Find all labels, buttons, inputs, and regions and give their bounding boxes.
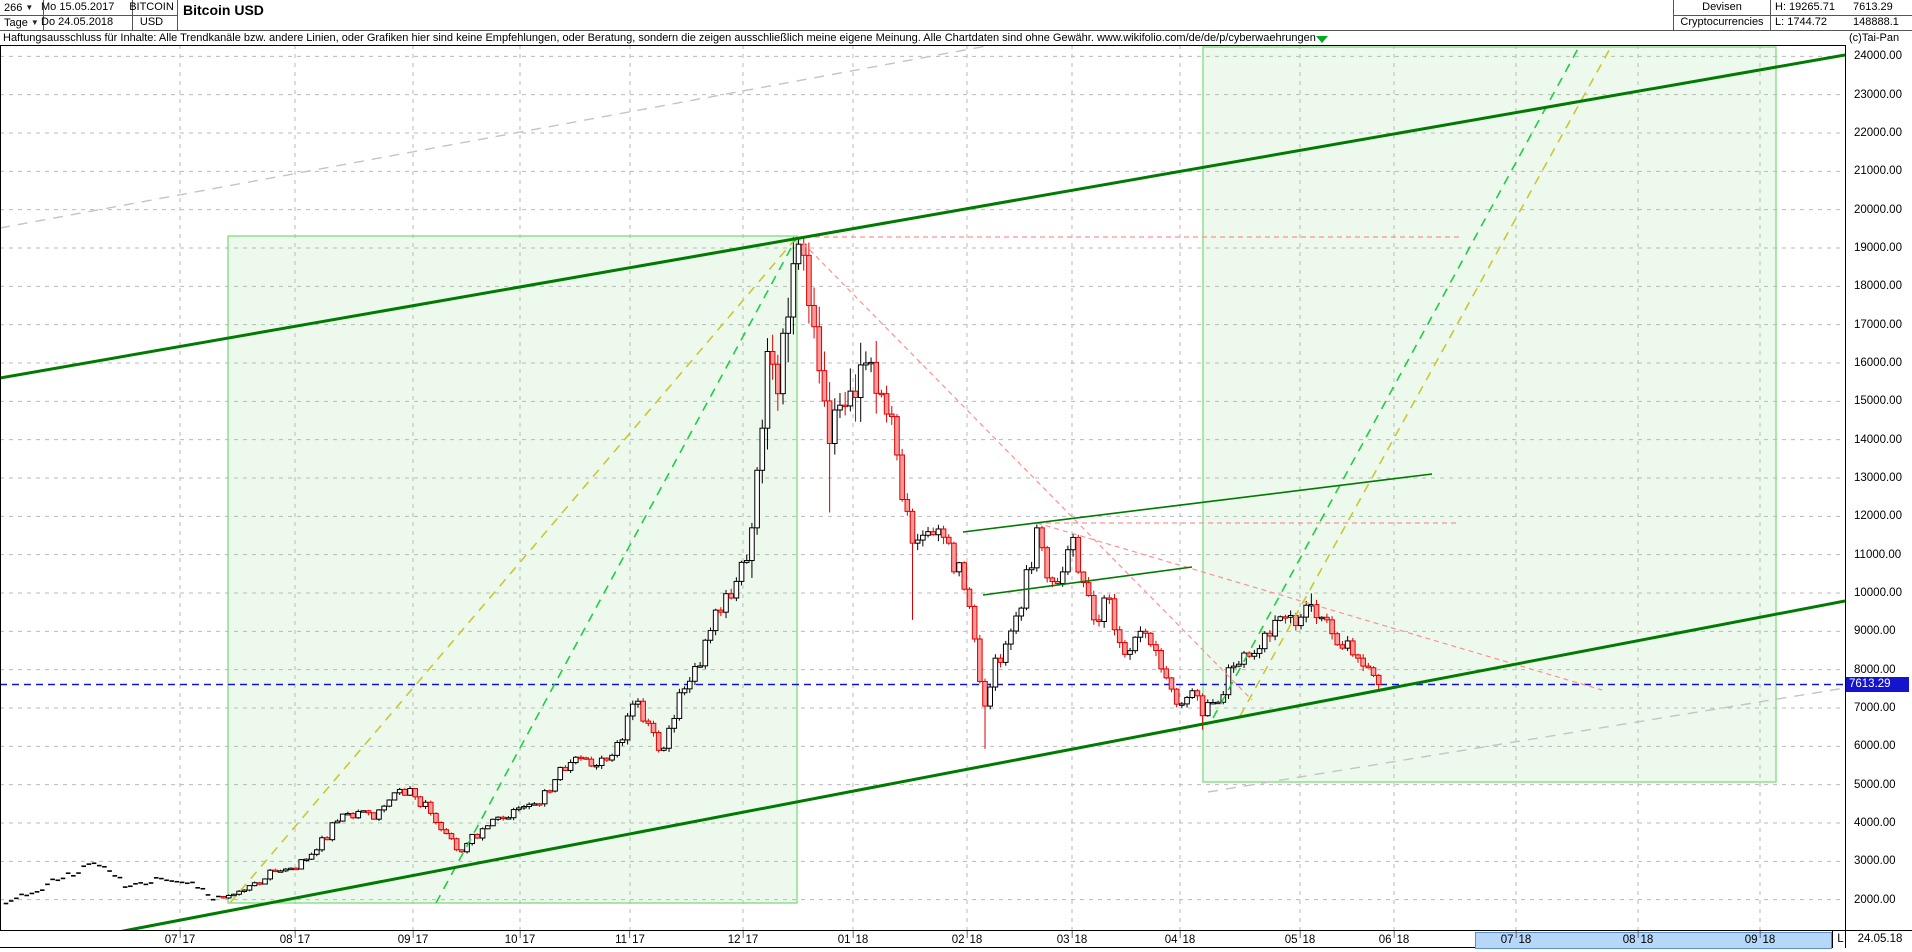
header-divider [0, 30, 1912, 31]
trendline-flag-support[interactable] [982, 566, 1193, 596]
trendline-pink-peak-decline[interactable] [796, 236, 1253, 701]
x-axis-label: 05 18 [1285, 931, 1315, 948]
currency-label: USD [126, 15, 178, 30]
subcategory-label: Cryptocurrencies [1673, 15, 1770, 30]
x-axis-label: 10 17 [505, 931, 535, 948]
category-label: Devisen [1673, 0, 1770, 16]
chevron-down-icon: ▼ [30, 18, 39, 27]
copyright-label: (c)Tai-Pan [1849, 31, 1911, 45]
plot-area[interactable] [0, 45, 1852, 947]
channel-zone-2017 [227, 235, 798, 904]
last-marker: L [1832, 931, 1849, 948]
extension-highlight [1475, 932, 1832, 949]
period-high-label: H: 19265.71 [1770, 0, 1856, 16]
period-count-dropdown[interactable]: 266 ▼ [0, 0, 44, 16]
x-axis-label: 06 18 [1379, 931, 1409, 948]
x-axis-label: 09 17 [398, 931, 428, 948]
symbol-label: BITCOIN [126, 0, 178, 16]
trendline-channel-lower[interactable] [40, 599, 1845, 947]
header-bar: 266 ▼ Tage ▼ Mo 15.05.2017 Do 24.05.2018… [0, 0, 1912, 30]
last-date-label: 24.05.18 [1848, 931, 1912, 948]
x-axis-label: 04 18 [1165, 931, 1195, 948]
chart-title: Bitcoin USD [183, 2, 264, 18]
x-axis-label: 03 18 [1057, 931, 1087, 948]
trendline-flag-resistance[interactable] [962, 473, 1433, 533]
gridlines [0, 46, 1845, 930]
trendline-channel-upper[interactable] [0, 53, 1845, 380]
last-price-label: 7613.29 [1849, 0, 1912, 16]
x-axis-label: 01 18 [838, 931, 868, 948]
volume-label: 148888.1 [1853, 16, 1899, 28]
date-to-field[interactable]: Do 24.05.2018 [37, 15, 133, 30]
period-low-label: L: 1744.72 [1770, 15, 1856, 30]
time-axis[interactable]: L 24.05.18 07 17 08 17 09 17 10 17 11 17 12 17 01 18 0… [0, 930, 1912, 949]
event-marker-icon [1316, 36, 1328, 43]
date-from-field[interactable]: Mo 15.05.2017 [37, 0, 133, 16]
candlestick-layer [3, 236, 1382, 905]
trendline-gray-parallel-upper[interactable] [0, 45, 992, 229]
x-axis-label: 08 17 [280, 931, 310, 948]
trendline-pink-feb-decline[interactable] [1036, 522, 1603, 691]
x-axis-label: 11 17 [615, 931, 645, 948]
x-axis-label: 07 17 [165, 931, 195, 948]
trendline-fan-green-2017[interactable] [435, 236, 798, 904]
last-price-tag: 7613.29 [1846, 677, 1909, 692]
x-axis-label: 02 18 [952, 931, 982, 948]
timeframe-dropdown[interactable]: Tage ▼ [0, 15, 44, 30]
trendline-fan-yellow-2017[interactable] [229, 236, 798, 904]
axis-border [1845, 0, 1846, 948]
x-axis-label: 07 18 [1501, 931, 1531, 948]
chevron-down-icon: ▼ [25, 3, 34, 12]
channel-zone-2018 [1202, 46, 1777, 783]
x-axis-label: 12 17 [728, 931, 758, 948]
x-axis-label: 08 18 [1623, 931, 1653, 948]
disclaimer-text: Haftungsausschluss für Inhalte: Alle Tre… [0, 31, 1848, 45]
x-axis-label: 09 18 [1745, 931, 1775, 948]
